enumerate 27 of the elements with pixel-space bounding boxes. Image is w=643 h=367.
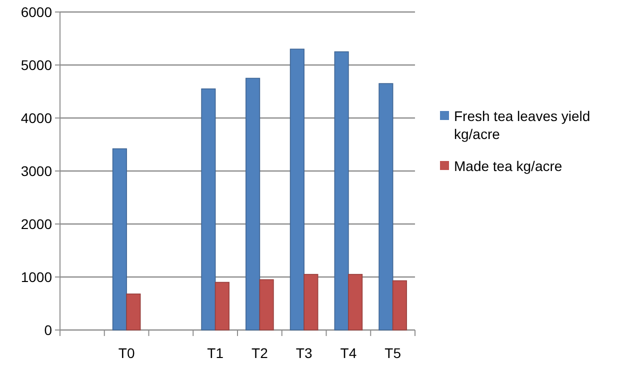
bar xyxy=(304,274,318,330)
bar xyxy=(112,148,127,330)
y-tick-label: 1000 xyxy=(20,268,52,285)
x-tick-label: T1 xyxy=(207,345,224,361)
bar xyxy=(290,48,304,330)
bar xyxy=(201,88,216,330)
y-tick-label: 6000 xyxy=(20,4,52,20)
y-tick-label: 5000 xyxy=(20,56,52,73)
bar xyxy=(246,78,260,330)
x-tick-label: T5 xyxy=(384,345,402,361)
bar xyxy=(334,51,349,330)
bar xyxy=(378,83,394,330)
bar xyxy=(214,282,230,330)
y-tick-label: 3000 xyxy=(20,162,52,179)
bar xyxy=(392,280,407,330)
y-tick-label: 0 xyxy=(44,322,52,338)
bar xyxy=(259,279,274,330)
y-tick-label: 4000 xyxy=(20,110,52,126)
bar xyxy=(126,294,141,330)
x-tick-label: T2 xyxy=(252,345,268,361)
bar xyxy=(348,274,363,330)
x-tick-label: T0 xyxy=(118,345,135,361)
x-tick-label: T4 xyxy=(340,345,357,361)
y-tick-label: 2000 xyxy=(20,216,52,232)
legend-label: Made tea kg/acre xyxy=(454,158,562,174)
x-tick-label: T3 xyxy=(296,345,312,361)
legend-label: Fresh tea leaves yield kg/acre xyxy=(454,108,590,142)
